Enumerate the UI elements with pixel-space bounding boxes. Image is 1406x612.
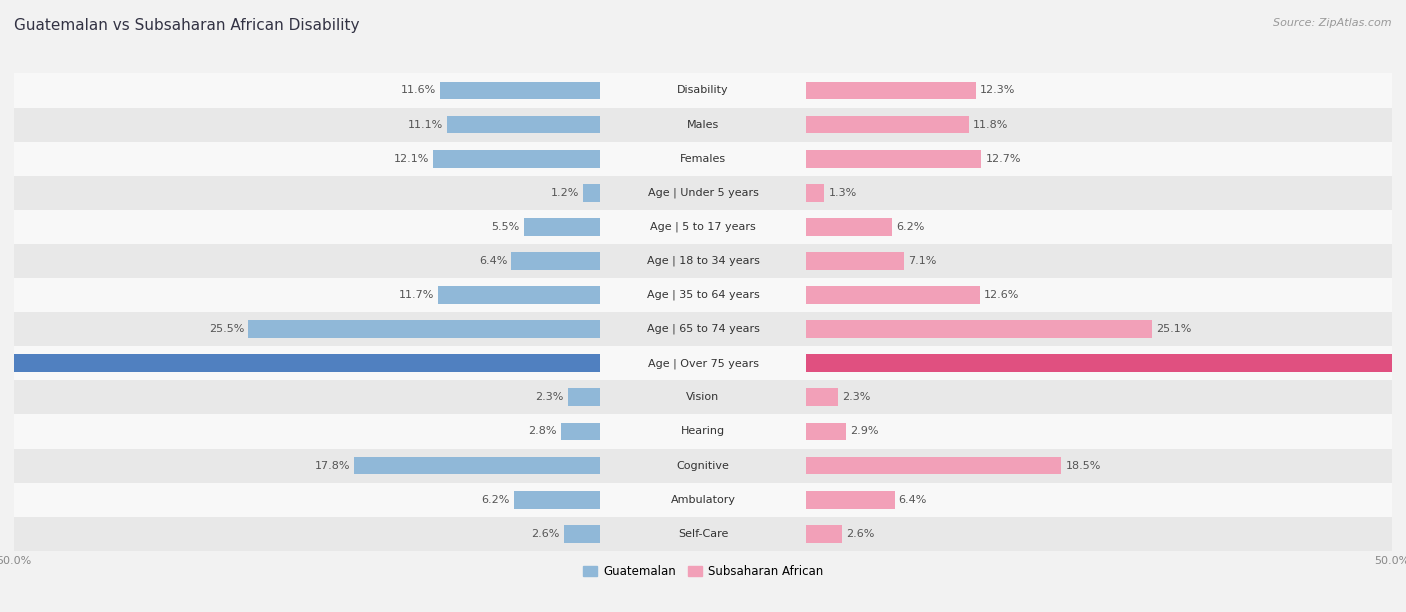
Text: Males: Males xyxy=(688,119,718,130)
Text: Disability: Disability xyxy=(678,86,728,95)
Text: 11.8%: 11.8% xyxy=(973,119,1008,130)
Bar xyxy=(807,525,842,543)
Bar xyxy=(14,414,1392,449)
Bar xyxy=(807,116,969,133)
Text: 2.8%: 2.8% xyxy=(529,427,557,436)
Text: 12.3%: 12.3% xyxy=(980,86,1015,95)
Bar xyxy=(807,457,1062,474)
Bar xyxy=(807,423,846,440)
Text: 2.3%: 2.3% xyxy=(842,392,870,402)
Bar xyxy=(512,252,599,270)
Bar xyxy=(524,218,599,236)
Bar xyxy=(14,210,1392,244)
Text: Hearing: Hearing xyxy=(681,427,725,436)
Bar xyxy=(14,278,1392,312)
Bar xyxy=(807,389,838,406)
Bar xyxy=(561,423,599,440)
Text: Vision: Vision xyxy=(686,392,720,402)
Bar xyxy=(0,354,599,372)
Bar xyxy=(583,184,600,201)
Bar xyxy=(807,252,904,270)
Text: Source: ZipAtlas.com: Source: ZipAtlas.com xyxy=(1274,18,1392,28)
Bar xyxy=(14,380,1392,414)
Bar xyxy=(354,457,599,474)
Bar xyxy=(14,73,1392,108)
Bar xyxy=(807,354,1406,372)
Text: 17.8%: 17.8% xyxy=(315,461,350,471)
Text: 2.6%: 2.6% xyxy=(531,529,560,539)
Bar xyxy=(440,81,599,99)
Text: Age | 35 to 64 years: Age | 35 to 64 years xyxy=(647,290,759,300)
Text: 6.4%: 6.4% xyxy=(479,256,508,266)
Bar xyxy=(14,449,1392,483)
Bar xyxy=(14,483,1392,517)
Text: 7.1%: 7.1% xyxy=(908,256,936,266)
Text: Guatemalan vs Subsaharan African Disability: Guatemalan vs Subsaharan African Disabil… xyxy=(14,18,360,34)
Bar xyxy=(447,116,599,133)
Text: 12.1%: 12.1% xyxy=(394,154,429,163)
Bar xyxy=(433,150,599,168)
Text: Self-Care: Self-Care xyxy=(678,529,728,539)
Text: 12.6%: 12.6% xyxy=(984,290,1019,300)
Text: 2.3%: 2.3% xyxy=(536,392,564,402)
Bar xyxy=(515,491,600,509)
Text: Females: Females xyxy=(681,154,725,163)
Bar xyxy=(439,286,599,304)
Bar xyxy=(807,150,981,168)
Text: 25.5%: 25.5% xyxy=(208,324,245,334)
Text: 2.9%: 2.9% xyxy=(851,427,879,436)
Text: Age | Under 5 years: Age | Under 5 years xyxy=(648,187,758,198)
Bar xyxy=(14,244,1392,278)
Text: Age | 5 to 17 years: Age | 5 to 17 years xyxy=(650,222,756,232)
Text: 2.6%: 2.6% xyxy=(846,529,875,539)
Bar xyxy=(807,491,894,509)
Bar xyxy=(807,184,824,201)
Bar xyxy=(564,525,599,543)
Bar xyxy=(14,346,1392,380)
Text: 6.4%: 6.4% xyxy=(898,494,927,505)
Text: Age | Over 75 years: Age | Over 75 years xyxy=(648,358,758,368)
Text: Age | 18 to 34 years: Age | 18 to 34 years xyxy=(647,256,759,266)
Text: 5.5%: 5.5% xyxy=(492,222,520,232)
Bar xyxy=(14,517,1392,551)
Text: 18.5%: 18.5% xyxy=(1066,461,1101,471)
Text: 1.3%: 1.3% xyxy=(828,188,856,198)
Text: 11.6%: 11.6% xyxy=(401,86,436,95)
Legend: Guatemalan, Subsaharan African: Guatemalan, Subsaharan African xyxy=(578,561,828,583)
Text: 25.1%: 25.1% xyxy=(1156,324,1192,334)
Bar xyxy=(807,218,891,236)
Bar xyxy=(807,81,976,99)
Text: 6.2%: 6.2% xyxy=(482,494,510,505)
Text: Age | 65 to 74 years: Age | 65 to 74 years xyxy=(647,324,759,334)
Bar xyxy=(14,141,1392,176)
Bar xyxy=(14,108,1392,141)
Bar xyxy=(14,312,1392,346)
Text: 11.1%: 11.1% xyxy=(408,119,443,130)
Bar xyxy=(807,320,1152,338)
Bar xyxy=(807,286,980,304)
Text: 11.7%: 11.7% xyxy=(399,290,434,300)
Text: 6.2%: 6.2% xyxy=(896,222,924,232)
Bar xyxy=(14,176,1392,210)
Text: Cognitive: Cognitive xyxy=(676,461,730,471)
Text: 1.2%: 1.2% xyxy=(551,188,579,198)
Text: 12.7%: 12.7% xyxy=(986,154,1021,163)
Text: Ambulatory: Ambulatory xyxy=(671,494,735,505)
Bar xyxy=(568,389,599,406)
Bar xyxy=(249,320,599,338)
